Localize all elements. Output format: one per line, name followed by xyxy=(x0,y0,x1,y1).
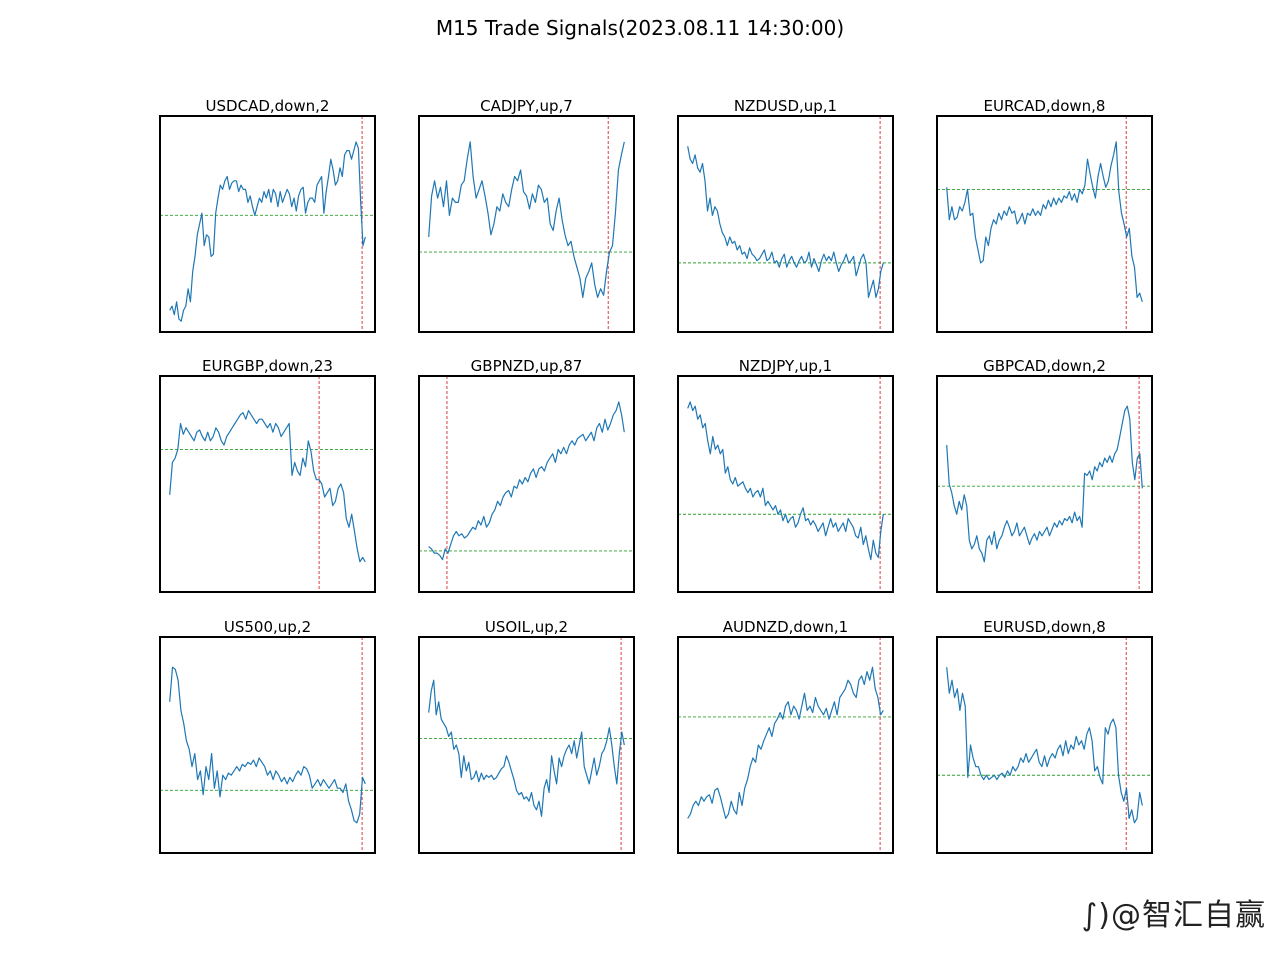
price-series-line xyxy=(428,141,625,298)
panel-frame xyxy=(418,375,635,593)
panel-title: GBPNZD,up,87 xyxy=(471,357,583,375)
chart-panel: GBPNZD,up,87 xyxy=(418,357,635,593)
panel-title: EURUSD,down,8 xyxy=(983,618,1105,636)
price-series-line xyxy=(687,146,884,298)
panel-title: GBPCAD,down,2 xyxy=(983,357,1106,375)
chart-panel: USDCAD,down,2 xyxy=(159,97,376,333)
chart-panel: EURGBP,down,23 xyxy=(159,357,376,593)
watermark-logo: ∫)@智汇自赢 xyxy=(1081,898,1266,933)
chart-panel: EURUSD,down,8 xyxy=(936,618,1153,854)
price-series-line xyxy=(169,666,366,824)
plot-area xyxy=(937,116,1152,332)
panel-title: USOIL,up,2 xyxy=(485,618,568,636)
price-series-line xyxy=(169,141,366,322)
price-series-line xyxy=(687,401,884,561)
panel-frame xyxy=(159,115,376,333)
chart-panel: NZDJPY,up,1 xyxy=(677,357,894,593)
figure-title: M15 Trade Signals(2023.08.11 14:30:00) xyxy=(436,16,844,40)
panel-frame xyxy=(677,115,894,333)
plot-area xyxy=(160,116,375,332)
plot-area xyxy=(937,637,1152,853)
price-series-line xyxy=(169,410,366,563)
panel-frame xyxy=(936,636,1153,854)
panel-title: US500,up,2 xyxy=(224,618,311,636)
plot-area xyxy=(937,376,1152,592)
panel-title: USDCAD,down,2 xyxy=(206,97,330,115)
panel-title: EURGBP,down,23 xyxy=(202,357,333,375)
plot-area xyxy=(160,637,375,853)
chart-panel: AUDNZD,down,1 xyxy=(677,618,894,854)
panel-frame xyxy=(936,375,1153,593)
plot-area xyxy=(160,376,375,592)
plot-area xyxy=(419,376,634,592)
chart-panel: GBPCAD,down,2 xyxy=(936,357,1153,593)
chart-panel: NZDUSD,up,1 xyxy=(677,97,894,333)
price-series-line xyxy=(687,666,884,820)
panel-title: EURCAD,down,8 xyxy=(984,97,1106,115)
price-series-line xyxy=(428,401,625,561)
panel-frame xyxy=(677,375,894,593)
panel-title: NZDUSD,up,1 xyxy=(734,97,837,115)
price-series-line xyxy=(946,405,1143,563)
plot-area xyxy=(678,116,893,332)
price-series-line xyxy=(946,667,1143,824)
panel-title: AUDNZD,down,1 xyxy=(723,618,848,636)
panel-frame xyxy=(159,375,376,593)
price-series-line xyxy=(428,679,625,817)
chart-panel: US500,up,2 xyxy=(159,618,376,854)
chart-panel: USOIL,up,2 xyxy=(418,618,635,854)
panel-title: CADJPY,up,7 xyxy=(480,97,573,115)
panel-frame xyxy=(418,115,635,333)
plot-area xyxy=(419,637,634,853)
panel-title: NZDJPY,up,1 xyxy=(739,357,832,375)
panels-grid: USDCAD,down,2 CADJPY,up,7 NZDUSD,up,1 EURCA… xyxy=(159,97,1153,854)
plot-area xyxy=(419,116,634,332)
panel-frame xyxy=(677,636,894,854)
plot-area xyxy=(678,376,893,592)
panel-frame xyxy=(159,636,376,854)
price-series-line xyxy=(946,141,1143,302)
panel-frame xyxy=(418,636,635,854)
plot-area xyxy=(678,637,893,853)
chart-panel: CADJPY,up,7 xyxy=(418,97,635,333)
panel-frame xyxy=(936,115,1153,333)
chart-panel: EURCAD,down,8 xyxy=(936,97,1153,333)
